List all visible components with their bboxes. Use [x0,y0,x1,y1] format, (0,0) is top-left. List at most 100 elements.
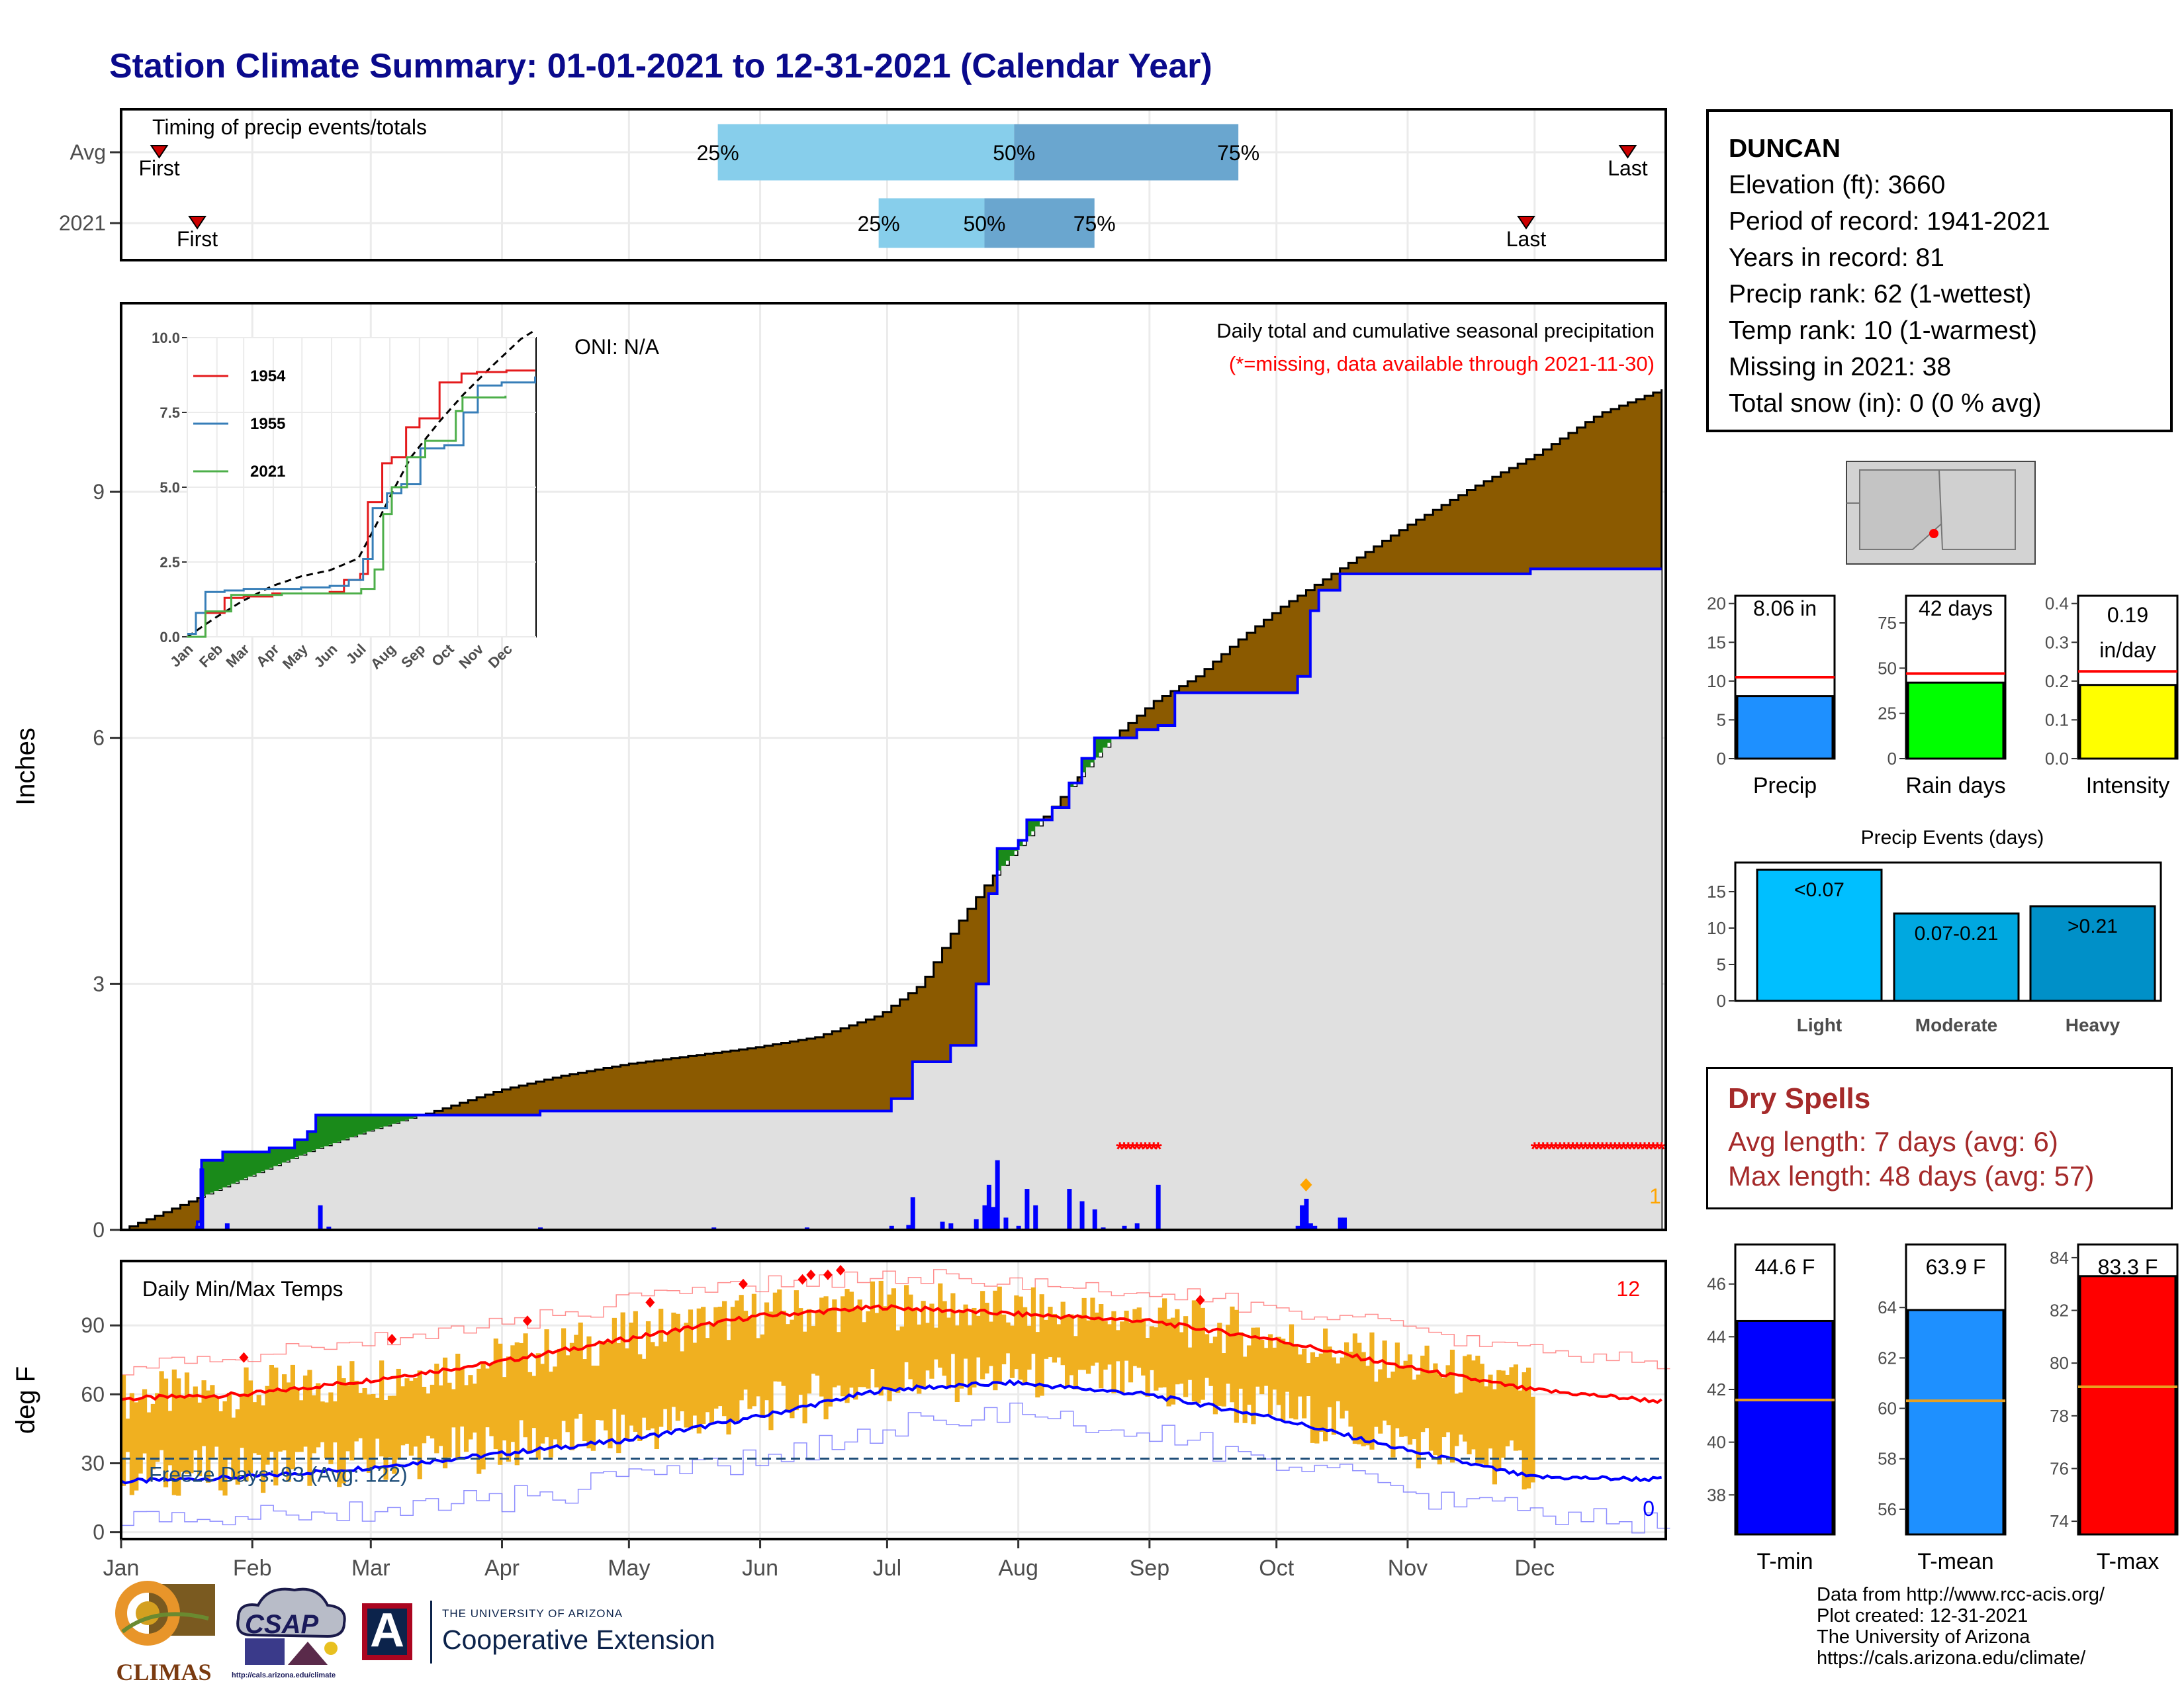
temp-daily-bar [586,1336,592,1448]
temp-daily-bar [988,1321,994,1366]
precip-missing-marker: * [1146,1139,1154,1160]
total-label-Rain days: Rain days [1905,773,2005,798]
ua-block-a-logo[interactable]: A [361,1602,414,1662]
temp-daily-bar [844,1289,850,1403]
temp-daily-bar [1090,1297,1095,1366]
temp-daily-bar [637,1354,643,1441]
precip-daily-bar [906,1225,911,1230]
precip-daily-bar [318,1205,323,1230]
temp-daily-bar [328,1392,334,1464]
temp-daily-bar [1488,1374,1493,1449]
events-bar-label: 0.07-0.21 [1915,923,1999,945]
temp-daily-bar [1259,1339,1265,1395]
precip-missing-marker: * [1598,1139,1606,1160]
total-ytick-label: 10 [1707,671,1726,691]
temp-daily-bar [917,1324,922,1394]
climas-logo[interactable]: CLIMAS [109,1579,218,1685]
inset-ytick-label: 10.0 [152,330,180,346]
precip-daily-bar [1300,1205,1305,1230]
temp-daily-bar [747,1316,752,1409]
temp-total-ytick-label: 38 [1707,1485,1726,1505]
precip-above-normal-segment [332,1115,338,1144]
page-title: Station Climate Summary: 01-01-2021 to 1… [109,47,1212,85]
precip-daily-bar [974,1219,979,1230]
temp-daily-bar [1394,1342,1400,1429]
temp-daily-bar [1403,1360,1408,1436]
precip-above-normal-segment [362,1115,367,1133]
events-title: Precip Events (days) [1861,827,2044,849]
temp-daily-bar [307,1370,312,1486]
precip-daily-bar [1003,1217,1009,1230]
temp-ytick-label: 0 [93,1521,105,1544]
temp-total-ytick-label: 82 [2050,1301,2069,1321]
temp-daily-bar [269,1365,275,1452]
events-bar-Heavy [2029,905,2156,1002]
precip-above-normal-segment [290,1148,295,1159]
temp-total-ytick-label: 56 [1878,1499,1897,1519]
precip-missing-marker: * [1624,1139,1632,1160]
temp-daily-bar [692,1342,698,1416]
temp-daily-bar [1018,1296,1023,1380]
month-tick-label: Sep [1130,1556,1170,1581]
precip-missing-marker: * [1556,1139,1564,1160]
temp-daily-bar [1479,1364,1484,1464]
temp-daily-bar [1272,1347,1277,1390]
temp-total-bar-T-mean [1907,1309,2005,1536]
precip-missing-marker: * [1637,1139,1645,1160]
temp-daily-bar [1052,1313,1057,1363]
temp-daily-bar [1255,1327,1260,1387]
precip-missing-marker: * [1577,1139,1585,1160]
temp-daily-bar [629,1323,634,1426]
temp-daily-bar [167,1411,173,1466]
temp-daily-bar [959,1310,964,1389]
temp-ylabel: deg F [11,1366,40,1434]
precip-daily-bar [1092,1209,1097,1230]
precip-above-normal-segment [205,1160,210,1195]
total-ytick-label: 20 [1707,594,1726,614]
temp-daily-bar [1297,1354,1302,1397]
temp-daily-bar [1217,1323,1222,1406]
temp-daily-bar [1323,1328,1328,1442]
dry-spells-box: Dry Spells Avg length: 7 days (avg: 6) M… [1706,1067,2173,1209]
precip-above-normal-segment [387,1115,392,1125]
temp-daily-bar [184,1372,190,1474]
events-bar-label: >0.21 [2068,915,2118,937]
temp-cold-count: 0 [1643,1497,1655,1521]
temp-daily-bar [730,1307,736,1422]
temp-daily-bar [582,1359,588,1442]
precip-above-normal-segment [302,1139,308,1154]
temp-normal-tmin-line [120,1379,1662,1485]
temp-record-high-marker [387,1334,397,1345]
precip-daily-bar [195,1225,201,1230]
temp-daily-bar [933,1327,938,1360]
temp-daily-bar [235,1409,240,1485]
temp-daily-bar [302,1375,308,1447]
timing-box-upper-Avg [1014,124,1239,181]
climas-logo-text: CLIMAS [116,1659,212,1685]
precip-daily-bar [1079,1201,1085,1230]
timing-p25-label: 25% [858,212,900,236]
temp-daily-bar [1230,1306,1235,1403]
temp-record-high-marker [522,1315,532,1327]
temp-daily-bar [316,1383,321,1448]
total-ytick-label: 5 [1717,710,1726,729]
timing-p25-label: 25% [697,141,739,165]
month-tick-label: Dec [1515,1556,1555,1581]
temp-daily-bar [1513,1364,1518,1451]
precip-above-normal-segment [396,1115,401,1123]
temp-daily-bar [1424,1345,1430,1429]
temp-daily-bar [675,1313,680,1421]
csap-logo-text: CSAP [245,1610,319,1639]
ua-extension-logo[interactable]: THE UNIVERSITY OF ARIZONA Cooperative Ex… [442,1607,715,1656]
temp-daily-bar [899,1326,905,1389]
precip-observed-fill [121,569,1662,1230]
csap-logo[interactable]: CSAP http://cals.arizona.edu/climate [232,1582,351,1688]
station-temp-rank: Temp rank: 10 (1-warmest) [1729,316,2037,345]
temp-daily-bar [1522,1372,1527,1490]
precip-missing-marker: * [1142,1139,1150,1160]
temp-daily-bar [751,1293,756,1407]
temp-total-bar-T-min [1736,1319,1834,1536]
temp-ytick-label: 90 [81,1313,105,1337]
temp-record-high-marker [797,1274,807,1285]
temp-daily-bar [214,1397,219,1447]
